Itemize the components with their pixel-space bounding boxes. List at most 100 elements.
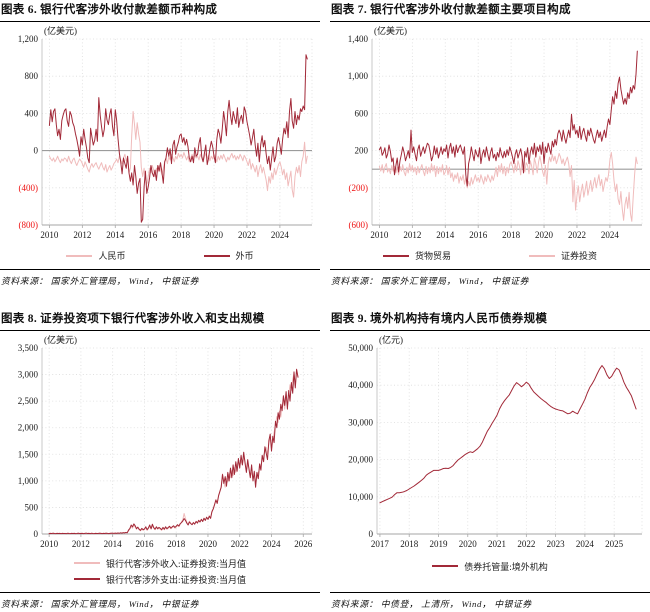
legend-line-sample — [432, 565, 459, 567]
legend-line-sample — [203, 254, 230, 257]
legend-item: 人民币 — [66, 249, 126, 262]
svg-text:2012: 2012 — [403, 230, 421, 240]
chart-panel-figure-9: 图表 9. 境外机构持有境内人民币债券规模 50,000 40,000 30,000… — [330, 311, 650, 612]
svg-text:(亿美元): (亿美元) — [44, 334, 77, 345]
svg-text:10,000: 10,000 — [348, 491, 373, 501]
source-divider — [0, 268, 320, 270]
legend-line-sample — [73, 562, 100, 564]
svg-text:2024: 2024 — [576, 539, 595, 549]
svg-text:2020: 2020 — [459, 539, 478, 549]
svg-text:40,000: 40,000 — [348, 380, 373, 390]
svg-text:800: 800 — [25, 71, 39, 81]
svg-text:(600): (600) — [349, 220, 369, 230]
source-divider — [330, 592, 650, 593]
legend-label: 人民币 — [98, 251, 126, 261]
svg-text:2024: 2024 — [271, 230, 290, 240]
svg-text:2014: 2014 — [104, 539, 123, 549]
chart-panel-figure-7: 图表 7. 银行代客涉外收付款差额主要项目构成 1,400 1,000 600 200… — [330, 2, 650, 289]
svg-text:(400): (400) — [19, 183, 39, 193]
svg-text:2017: 2017 — [371, 539, 390, 549]
legend-line-sample — [73, 578, 100, 580]
source-divider — [330, 268, 650, 270]
legend-item: 银行代客涉外收入:证券投资:当月值 — [73, 557, 246, 570]
svg-text:2,500: 2,500 — [18, 396, 39, 406]
legend: 货物贸易 证券投资 — [330, 249, 650, 262]
panel-title: 图表 6. 银行代客涉外收付款差额币种构成 — [1, 4, 218, 16]
legend-item: 银行代客涉外支出:证券投资:当月值 — [73, 573, 246, 586]
svg-text:2024: 2024 — [263, 539, 282, 549]
legend-label: 货物贸易 — [414, 251, 451, 261]
source-divider — [0, 592, 320, 593]
legend-item: 货物贸易 — [382, 249, 451, 262]
source-note: 资料来源： 国家外汇管理局， Wind， 中银证券 — [1, 599, 200, 609]
svg-text:2022: 2022 — [238, 230, 256, 240]
svg-text:2018: 2018 — [400, 539, 419, 549]
source-note: 资料来源： 国家外汇管理局， Wind， 中银证券 — [1, 275, 200, 286]
svg-text:2026: 2026 — [294, 539, 313, 549]
legend-item: 证券投资 — [529, 249, 597, 262]
panel-title: 图表 7. 银行代客涉外收付款差额主要项目构成 — [331, 4, 571, 16]
svg-text:1,200: 1,200 — [18, 34, 39, 44]
svg-text:2,000: 2,000 — [18, 422, 39, 432]
svg-text:2020: 2020 — [199, 539, 218, 549]
svg-text:1,000: 1,000 — [18, 475, 39, 485]
svg-text:1,500: 1,500 — [18, 449, 39, 459]
svg-text:500: 500 — [25, 502, 39, 512]
svg-text:30,000: 30,000 — [348, 417, 373, 427]
legend-line-sample — [66, 254, 93, 257]
svg-text:3,000: 3,000 — [18, 369, 39, 379]
svg-text:2016: 2016 — [469, 230, 488, 240]
svg-text:200: 200 — [355, 146, 369, 156]
svg-text:(200): (200) — [349, 183, 369, 193]
title-divider — [0, 21, 320, 22]
svg-text:2010: 2010 — [370, 230, 389, 240]
svg-text:600: 600 — [355, 108, 369, 118]
svg-text:2014: 2014 — [106, 230, 125, 240]
source-note: 资料来源： 中债登， 上清所， Wind， 中银证券 — [331, 599, 532, 609]
svg-text:2025: 2025 — [605, 539, 624, 549]
svg-text:0: 0 — [369, 529, 374, 539]
title-divider — [330, 329, 650, 331]
svg-text:2010: 2010 — [40, 230, 59, 240]
legend-label: 证券投资 — [561, 251, 598, 261]
svg-text:2019: 2019 — [429, 539, 448, 549]
svg-text:(亿元): (亿元) — [379, 334, 403, 345]
panel-title: 图表 8. 证券投资项下银行代客涉外收入和支出规模 — [1, 312, 265, 325]
legend: 人民币 外币 — [0, 249, 320, 262]
svg-text:2016: 2016 — [135, 539, 154, 549]
svg-text:1,400: 1,400 — [348, 34, 369, 44]
legend-item: 债券托管量:境外机构 — [432, 560, 548, 573]
svg-text:3,500: 3,500 — [18, 343, 39, 353]
legend: 债券托管量:境外机构 — [330, 560, 650, 573]
svg-text:400: 400 — [25, 108, 39, 118]
svg-text:2018: 2018 — [167, 539, 186, 549]
chart-panel-figure-8: 图表 8. 证券投资项下银行代客涉外收入和支出规模 3,500 3,000 2,50… — [0, 311, 320, 612]
svg-text:50,000: 50,000 — [348, 343, 373, 353]
svg-text:2024: 2024 — [601, 230, 620, 240]
panel-title: 图表 9. 境外机构持有境内人民币债券规模 — [331, 312, 548, 325]
svg-text:(亿美元): (亿美元) — [44, 25, 77, 36]
svg-text:2022: 2022 — [231, 539, 249, 549]
svg-text:2010: 2010 — [40, 539, 59, 549]
svg-text:2022: 2022 — [517, 539, 535, 549]
legend-item: 外币 — [203, 249, 254, 262]
source-note: 资料来源： 国家外汇管理局， Wind， 中银证券 — [331, 275, 530, 286]
legend-label: 债券托管量:境外机构 — [464, 561, 548, 572]
legend-line-sample — [529, 254, 555, 257]
svg-text:(800): (800) — [19, 220, 39, 230]
svg-text:0: 0 — [34, 529, 39, 539]
svg-text:2012: 2012 — [72, 539, 90, 549]
svg-text:0: 0 — [34, 146, 39, 156]
title-divider — [330, 21, 650, 22]
svg-text:2014: 2014 — [436, 230, 455, 240]
svg-text:2012: 2012 — [73, 230, 91, 240]
legend: 银行代客涉外收入:证券投资:当月值 银行代客涉外支出:证券投资:当月值 — [73, 557, 246, 586]
legend-label: 外币 — [235, 251, 254, 261]
legend-line-sample — [382, 254, 409, 257]
svg-text:20,000: 20,000 — [348, 454, 373, 464]
line-chart: 1,200 800 400 0 (400) (800)2010 2012 2014 2016 20… — [18, 25, 313, 240]
svg-text:2021: 2021 — [488, 539, 506, 549]
